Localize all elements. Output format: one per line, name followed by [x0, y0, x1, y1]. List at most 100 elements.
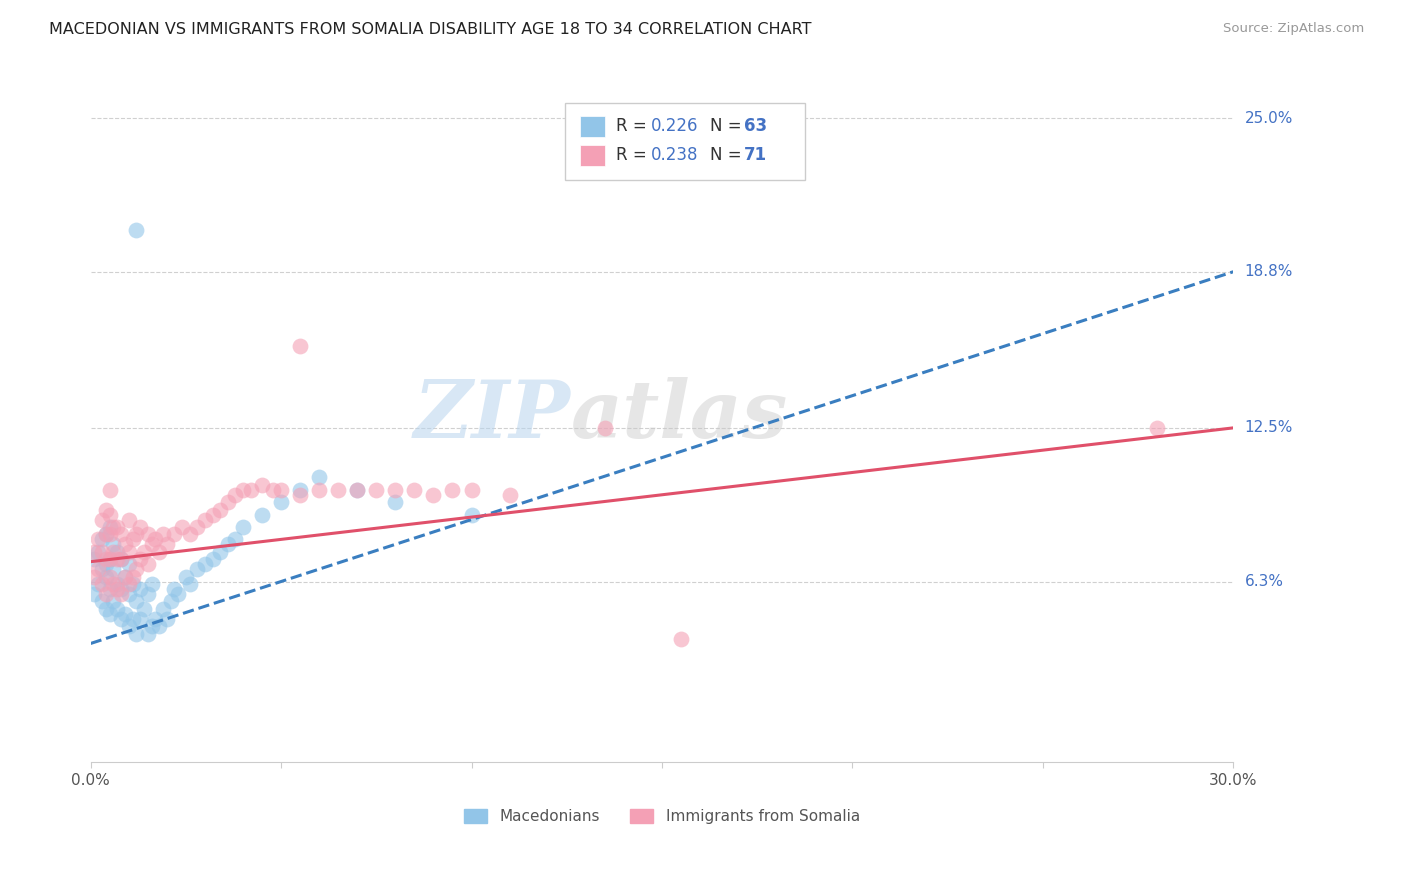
Text: Source: ZipAtlas.com: Source: ZipAtlas.com [1223, 22, 1364, 36]
Point [91, 594, 114, 608]
Text: N =: N = [710, 146, 747, 164]
Point [308, 470, 330, 484]
Point [239, 483, 262, 497]
Point [121, 569, 143, 583]
Point [125, 222, 148, 236]
Point [87, 545, 110, 559]
Point [98, 508, 121, 522]
Point [141, 577, 163, 591]
Point [94, 601, 117, 615]
Point [94, 557, 117, 571]
Point [201, 552, 224, 566]
Point [170, 520, 193, 534]
Point [91, 512, 114, 526]
Text: 63: 63 [744, 117, 768, 135]
Point [105, 582, 128, 596]
Point [156, 612, 179, 626]
Point [91, 545, 114, 559]
Point [103, 594, 125, 608]
Text: MACEDONIAN VS IMMIGRANTS FROM SOMALIA DISABILITY AGE 18 TO 34 CORRELATION CHART: MACEDONIAN VS IMMIGRANTS FROM SOMALIA DI… [49, 22, 811, 37]
Point [118, 577, 141, 591]
Point [87, 577, 110, 591]
Point [141, 619, 163, 633]
Point [83, 552, 105, 566]
Point [129, 520, 152, 534]
Point [132, 601, 155, 615]
Point [110, 587, 132, 601]
Point [136, 626, 159, 640]
Point [384, 495, 406, 509]
Point [152, 527, 174, 541]
Point [384, 483, 406, 497]
Point [114, 569, 136, 583]
Point [121, 533, 143, 547]
Point [98, 527, 121, 541]
Point [460, 483, 482, 497]
Point [201, 508, 224, 522]
Point [103, 577, 125, 591]
Point [186, 562, 208, 576]
Point [94, 527, 117, 541]
Point [669, 632, 692, 646]
Text: 25.0%: 25.0% [1244, 111, 1294, 126]
Point [98, 552, 121, 566]
Point [224, 533, 246, 547]
Point [152, 601, 174, 615]
Point [103, 520, 125, 534]
Text: R =: R = [616, 146, 652, 164]
Point [404, 483, 426, 497]
Point [118, 512, 141, 526]
Point [163, 582, 186, 596]
Point [217, 495, 239, 509]
Point [179, 577, 201, 591]
Point [125, 527, 148, 541]
Point [288, 488, 311, 502]
Point [110, 582, 132, 596]
Point [118, 619, 141, 633]
Point [270, 495, 292, 509]
Text: 6.3%: 6.3% [1244, 574, 1284, 589]
Point [110, 552, 132, 566]
Text: atlas: atlas [571, 376, 787, 454]
Point [209, 502, 232, 516]
Point [103, 537, 125, 551]
Point [118, 557, 141, 571]
Point [87, 562, 110, 576]
Point [179, 527, 201, 541]
Point [593, 421, 616, 435]
Point [141, 537, 163, 551]
Text: 0.226: 0.226 [651, 117, 697, 135]
Point [217, 537, 239, 551]
Point [110, 552, 132, 566]
Point [114, 569, 136, 583]
Point [366, 483, 388, 497]
Point [121, 577, 143, 591]
Point [174, 569, 197, 583]
Point [346, 483, 368, 497]
Point [224, 488, 246, 502]
Point [270, 483, 292, 497]
Point [159, 594, 181, 608]
Point [194, 557, 217, 571]
Point [121, 612, 143, 626]
Point [83, 545, 105, 559]
Point [110, 612, 132, 626]
Point [114, 537, 136, 551]
Point [288, 339, 311, 353]
Point [94, 552, 117, 566]
Point [232, 483, 254, 497]
Text: 18.8%: 18.8% [1244, 264, 1294, 279]
Text: R =: R = [616, 117, 652, 135]
Point [105, 545, 128, 559]
Point [103, 545, 125, 559]
Point [98, 607, 121, 621]
Point [163, 527, 186, 541]
Point [118, 587, 141, 601]
Point [328, 483, 350, 497]
Text: N =: N = [710, 117, 747, 135]
Point [132, 545, 155, 559]
Point [105, 552, 128, 566]
FancyBboxPatch shape [579, 145, 605, 166]
Point [145, 612, 167, 626]
Text: 12.5%: 12.5% [1244, 420, 1294, 435]
